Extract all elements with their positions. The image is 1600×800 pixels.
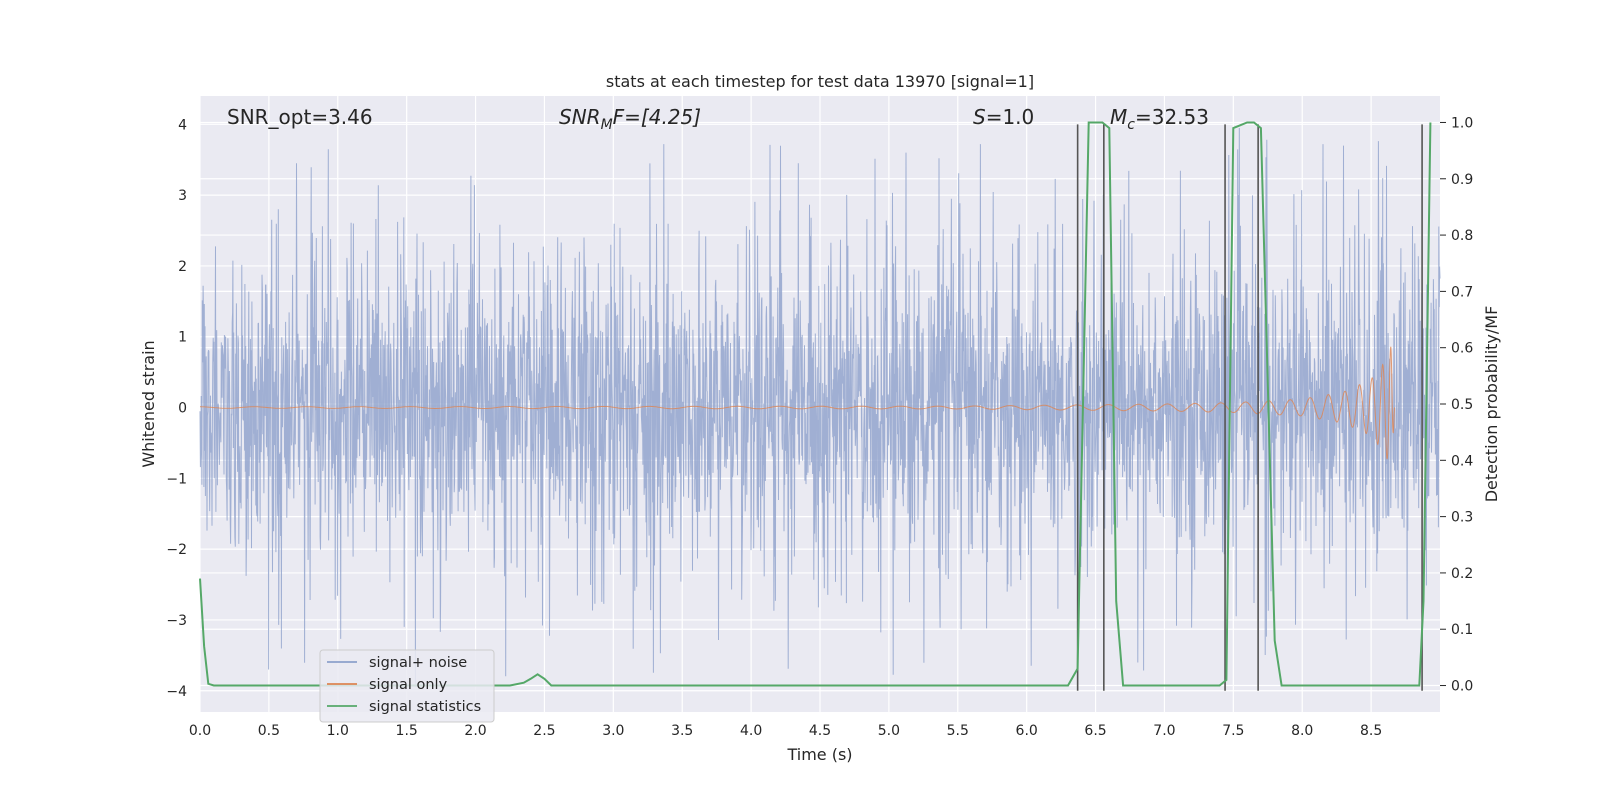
y2-tick-label: 0.1 [1451,622,1473,638]
series-signal-only [200,346,1395,460]
legend-label-signal-only: signal only [369,677,448,693]
y-tick-label: 2 [178,259,187,275]
signal-only-line [200,346,1395,460]
legend-label-signal-plus-noise: signal+ noise [369,655,467,671]
legend: signal+ noise signal only signal statist… [319,649,495,723]
y2-tick-label: 1.0 [1451,115,1473,131]
x-tick-label: 6.5 [1084,723,1106,739]
y2-tick-label: 0.8 [1451,228,1473,244]
y-tick-label: 4 [178,117,187,133]
legend-box [319,649,495,723]
x-tick-label: 7.5 [1222,723,1244,739]
x-tick-label: 3.5 [671,723,693,739]
y2-tick-label: 0.5 [1451,397,1473,413]
x-tick-label: 5.5 [947,723,969,739]
y2-axis-label: Detection probability/MF [1482,306,1501,503]
x-ticks: 0.0 0.5 1.0 1.5 2.0 2.5 3.0 3.5 4.0 4.5 5.0 5.5 6.0 6… [189,723,1382,739]
x-tick-label: 8.0 [1291,723,1313,739]
annotations: SNR_opt=3.46 SNRMF=[4.25] S=1.0 Mc=32.53 [227,105,1209,133]
y-tick-label: −2 [166,542,187,558]
signal-plus-noise-line [199,127,1441,688]
x-axis-label: Time (s) [786,745,852,764]
y-axis-label: Whitened strain [139,340,158,467]
x-tick-label: 8.5 [1360,723,1382,739]
x-tick-label: 5.0 [878,723,900,739]
x-tick-label: 6.0 [1016,723,1038,739]
annotation-mc: Mc=32.53 [1110,105,1209,133]
annotation-snr-opt: SNR_opt=3.46 [227,105,373,129]
annotation-snr-mf: SNRMF=[4.25] [559,105,701,133]
x-tick-label: 4.0 [740,723,762,739]
y2-tick-label: 0.3 [1451,510,1473,526]
y-tick-label: 1 [178,330,187,346]
y2-tick-label: 0.6 [1451,341,1473,357]
x-tick-label: 4.5 [809,723,831,739]
y-tick-label: 3 [178,188,187,204]
y2-tick-label: 0.4 [1451,453,1473,469]
y-tick-label: −3 [166,613,187,629]
y2-tick-label: 0.9 [1451,172,1473,188]
x-tick-label: 7.0 [1153,723,1175,739]
y-tick-label: −4 [166,684,187,700]
x-tick-label: 1.5 [396,723,418,739]
y2-tick-label: 0.0 [1451,679,1473,695]
y-tick-label: 0 [178,401,187,417]
x-tick-label: 2.0 [464,723,486,739]
y2-ticks: 0.0 0.1 0.2 0.3 0.4 0.5 0.6 0.7 0.8 0.9 1.0 [1440,115,1473,695]
x-tick-label: 0.5 [258,723,280,739]
legend-label-signal-statistics: signal statistics [369,699,481,715]
y-ticks: −4 −3 −2 −1 0 1 2 3 4 [166,117,187,699]
chart-title: stats at each timestep for test data 139… [606,72,1034,91]
y2-tick-label: 0.2 [1451,566,1473,582]
y-tick-label: −1 [166,471,187,487]
x-tick-label: 2.5 [533,723,555,739]
x-tick-label: 0.0 [189,723,211,739]
annotation-s: S=1.0 [973,105,1034,129]
x-tick-label: 1.0 [327,723,349,739]
vertical-markers [1076,124,1423,691]
series-signal-plus-noise [199,127,1441,688]
y2-tick-label: 0.7 [1451,284,1473,300]
x-tick-label: 3.0 [602,723,624,739]
